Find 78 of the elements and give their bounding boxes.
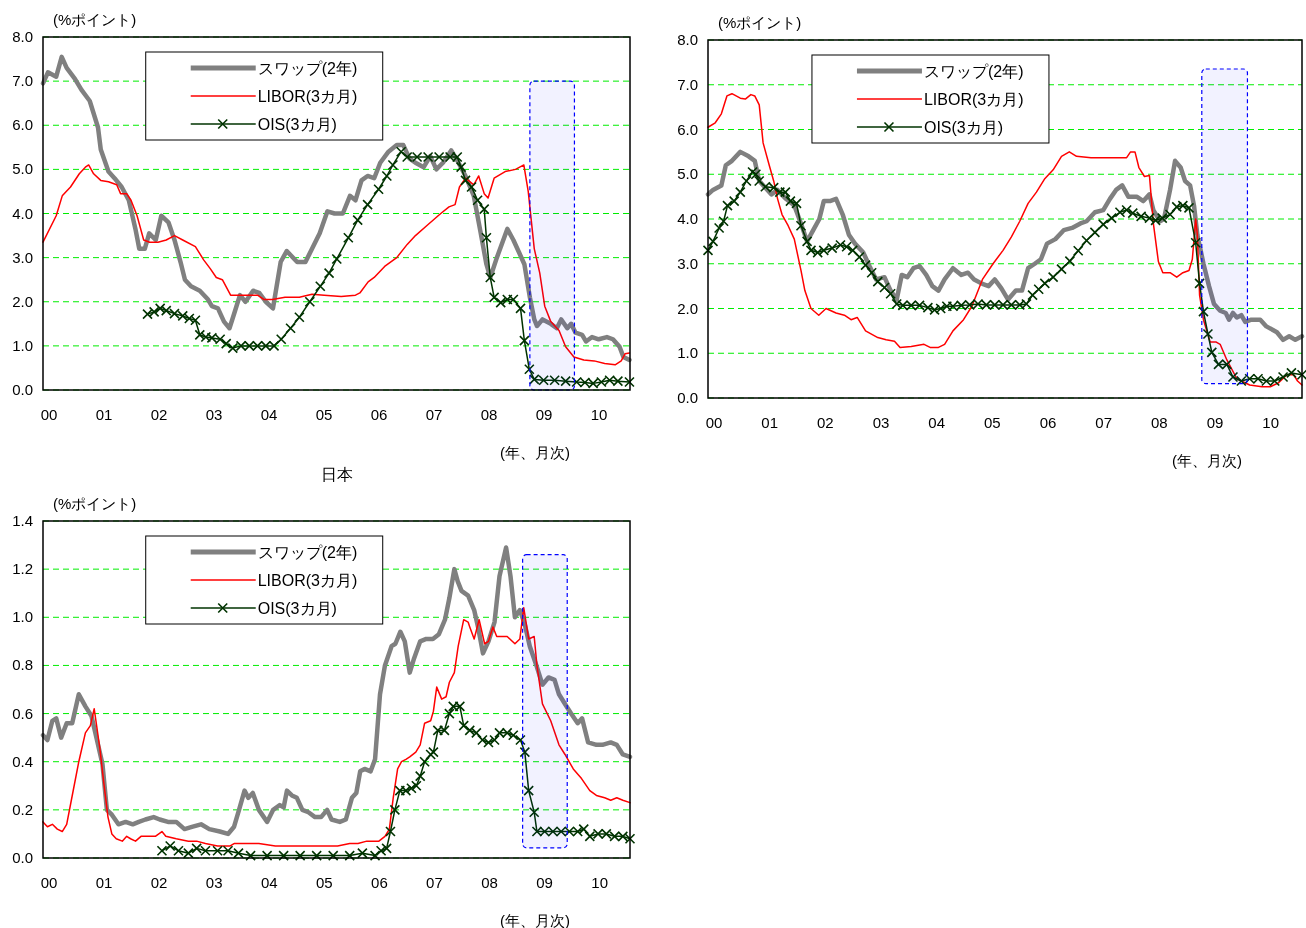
x-tick-label: 05: [315, 874, 333, 891]
x-tick-label: 00: [40, 874, 58, 891]
y-tick-label: 0.2: [12, 800, 33, 818]
x-tick-label: 04: [928, 414, 946, 431]
y-tick-label: 8.0: [677, 31, 698, 48]
legend-label: OIS(3カ月): [257, 116, 337, 133]
x-tick-label: 03: [205, 406, 223, 423]
x-tick-label: 09: [535, 406, 553, 423]
x-tick-label: 03: [205, 874, 223, 891]
y-tick-label: 6.0: [12, 116, 33, 134]
y-tick-label: 1.0: [677, 344, 698, 362]
x-tick-label: 01: [761, 414, 779, 431]
x-tick-label: 06: [1039, 414, 1057, 431]
legend-label: LIBOR(3カ月): [257, 88, 358, 105]
legend-label: OIS(3カ月): [257, 600, 337, 617]
x-tick-label: 00: [705, 414, 723, 431]
x-tick-label: 04: [260, 874, 278, 891]
y-tick-label: 0.4: [12, 752, 33, 770]
x-axis-title: (年、月次): [500, 444, 570, 461]
line-series: [40, 545, 633, 837]
x-tick-label: 09: [1206, 414, 1224, 431]
y-tick-label: 0.0: [12, 381, 33, 398]
x-tick-label: 01: [95, 874, 113, 891]
text: 日本: [320, 466, 353, 483]
x-tick-label: 10: [591, 874, 608, 891]
legend-label: LIBOR(3カ月): [923, 91, 1024, 108]
x-tick-label: 10: [590, 406, 608, 423]
y-tick-label: 3.0: [677, 254, 698, 272]
x-tick-label: 02: [817, 414, 834, 431]
line-series: [707, 92, 1303, 388]
x-tick-label: 04: [260, 406, 278, 423]
legend-label: OIS(3カ月): [923, 119, 1004, 136]
legend-label: スワップ(2年): [923, 63, 1024, 80]
y-tick-label: 7.0: [677, 75, 698, 93]
line-series: [40, 54, 632, 363]
x-tick-label: 02: [150, 406, 168, 423]
x-tick-label: 07: [1095, 414, 1113, 431]
x-tick-label: 08: [480, 406, 498, 423]
y-tick-label: 4.0: [677, 210, 698, 227]
x-tick-label: 08: [481, 874, 498, 891]
x-tick-label: 06: [371, 874, 388, 891]
x-tick-label: 05: [315, 406, 333, 423]
y-tick-label: 0.6: [12, 704, 33, 722]
x-tick-label: 05: [984, 414, 1001, 431]
x-tick-label: 02: [150, 874, 168, 891]
y-tick-label: 1.0: [12, 336, 33, 354]
y-tick-label: 5.0: [677, 165, 698, 183]
y-tick-label: 0.0: [12, 849, 33, 866]
y-axis-title: (%ポイント): [53, 11, 137, 28]
x-tick-label: 07: [426, 874, 443, 891]
x-tick-label: 10: [1262, 414, 1280, 431]
y-tick-label: 4.0: [12, 204, 33, 222]
x-tick-label: 09: [536, 874, 553, 891]
legend-label: スワップ(2年): [257, 544, 358, 561]
y-tick-label: 1.2: [12, 560, 33, 578]
y-tick-label: 2.0: [12, 292, 33, 310]
y-tick-label: 8.0: [12, 28, 33, 45]
x-tick-label: 00: [40, 406, 58, 423]
y-tick-label: 0.0: [677, 389, 698, 406]
y-tick-label: 1.4: [12, 512, 33, 529]
x-tick-label: 06: [370, 406, 388, 423]
line-series: [42, 164, 631, 366]
y-tick-label: 6.0: [677, 120, 698, 138]
x-tick-label: 01: [95, 406, 113, 423]
y-tick-label: 7.0: [12, 72, 33, 90]
y-tick-label: 5.0: [12, 160, 33, 178]
y-axis-title: (%ポイント): [53, 495, 137, 512]
legend-label: スワップ(2年): [257, 60, 358, 77]
y-tick-label: 3.0: [12, 248, 33, 266]
legend-label: LIBOR(3カ月): [257, 572, 358, 589]
y-tick-label: 1.0: [12, 608, 33, 626]
x-axis-title: (年、月次): [1172, 452, 1242, 469]
x-tick-label: 07: [425, 406, 443, 423]
x-tick-label: 03: [872, 414, 890, 431]
x-tick-label: 08: [1151, 414, 1168, 431]
y-axis-title: (%ポイント): [718, 14, 802, 31]
y-tick-label: 2.0: [677, 299, 698, 317]
y-tick-label: 0.8: [12, 656, 33, 674]
